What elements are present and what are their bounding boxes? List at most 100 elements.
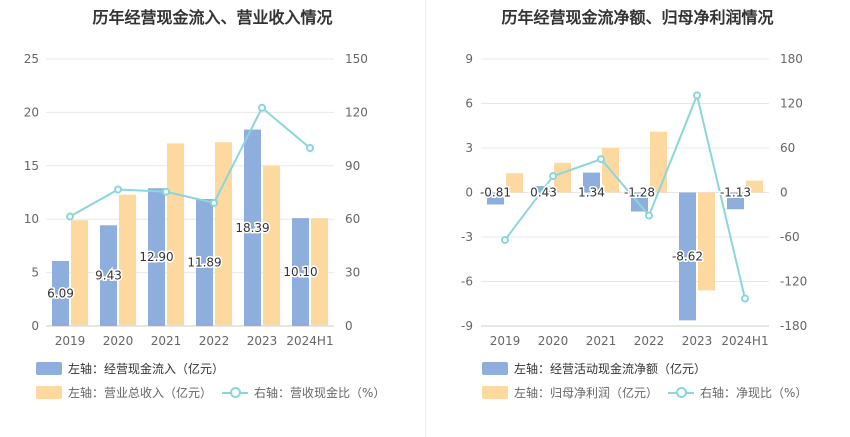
category-label: 2021: [586, 334, 617, 348]
ratio-point: [693, 91, 701, 100]
ratio-point: [549, 172, 557, 181]
left-axis-tick-label: 10: [24, 212, 39, 226]
ratio-point: [258, 103, 266, 112]
right-axis-tick-label: 0: [345, 319, 353, 333]
left-axis-tick-label: 20: [24, 105, 39, 119]
legend-label: 右轴：净现比（%）: [700, 386, 808, 400]
net-cash-profit-panel: 历年经营现金流净额、归母净利润情况 -9 -6 -3 0 3 6 9 -180 -120 -60 0…: [425, 0, 850, 437]
legend-item-net-cash-ratio[interactable]: 右轴：净现比（%）: [668, 384, 807, 401]
secondary-bar: [71, 220, 88, 326]
left-axis-tick-label: 25: [24, 52, 39, 66]
right-axis-tick-label: 120: [780, 97, 803, 111]
chart-title: 历年经营现金流净额、归母净利润情况: [501, 8, 774, 27]
secondary-bar: [215, 142, 232, 326]
right-axis-tick-label: 120: [345, 105, 368, 119]
secondary-bar: [746, 180, 763, 193]
ratio-point: [501, 235, 509, 244]
secondary-bar: [311, 218, 328, 326]
right-axis-tick-label: 30: [345, 266, 360, 280]
ratio-point: [210, 198, 218, 207]
bar-value-label: -1.13: [720, 186, 751, 200]
cash-inflow-revenue-panel: 历年经营现金流入、营业收入情况 0 5 10 15 20 25 0 30 60 90 120 150 2…: [24, 8, 386, 401]
primary-bar: [292, 218, 309, 326]
right-axis-tick-label: 180: [780, 52, 803, 66]
legend-item-cash-inflow[interactable]: 左轴：经营现金流入（亿元）: [36, 360, 224, 377]
legend-label: 左轴：经营活动现金流净额（亿元）: [514, 362, 707, 376]
legend-label: 左轴：经营现金流入（亿元）: [68, 362, 225, 376]
right-axis-tick-label: 60: [780, 141, 795, 155]
right-axis-tick-label: 0: [780, 186, 788, 200]
right-axis-tick-label: 60: [345, 212, 360, 226]
left-axis-tick-label: -3: [461, 230, 473, 244]
bar-value-label: 18.39: [235, 221, 269, 235]
primary-bar: [244, 129, 261, 326]
category-label: 2023: [247, 334, 278, 348]
primary-bar: [100, 225, 117, 326]
right-axis-tick-label: -60: [780, 230, 800, 244]
left-axis-tick-label: -6: [461, 275, 473, 289]
legend-item-net-profit[interactable]: 左轴：归母净利润（亿元）: [482, 384, 658, 401]
bar-swatch-icon: [482, 386, 508, 399]
legend-label: 左轴：归母净利润（亿元）: [514, 386, 659, 400]
ratio-point: [162, 187, 170, 196]
ratio-point: [645, 211, 653, 220]
left-axis-tick-label: -9: [461, 319, 473, 333]
category-label: 2024H1: [721, 334, 768, 348]
category-label: 2022: [634, 334, 665, 348]
ratio-point: [741, 294, 749, 303]
left-axis-tick-label: 0: [465, 186, 473, 200]
legend-label: 左轴：营业总收入（亿元）: [68, 386, 213, 400]
line-swatch-icon: [222, 386, 248, 399]
legend-item-cash-revenue-ratio[interactable]: 右轴：营收现金比（%）: [222, 384, 385, 401]
left-axis-tick-label: 6: [465, 97, 473, 111]
ratio-point: [306, 144, 314, 152]
bar-value-label: 11.89: [187, 256, 221, 270]
legend-label: 右轴：营收现金比（%）: [254, 386, 386, 400]
net-cash-profit-chart: -9 -6 -3 0 3 6 9 -180 -120 -60 0 60 120 180 2019 2020 20…: [461, 52, 807, 348]
category-label: 2024H1: [286, 334, 333, 348]
primary-bar: [631, 192, 648, 212]
secondary-bar: [263, 165, 280, 326]
right-axis-tick-label: -120: [780, 275, 807, 289]
category-label: 2021: [151, 334, 182, 348]
primary-bar: [148, 188, 165, 326]
ratio-point: [114, 185, 122, 194]
cash-inflow-revenue-chart: 0 5 10 15 20 25 0 30 60 90 120 150 2019 2020 2021 2022 2…: [24, 52, 368, 348]
bar-swatch-icon: [36, 362, 62, 375]
ratio-line: [504, 92, 746, 299]
primary-bar: [583, 172, 600, 193]
left-axis-tick-label: 3: [465, 141, 473, 155]
ratio-line: [69, 106, 311, 218]
bar-swatch-icon: [482, 362, 508, 375]
primary-bar: [52, 260, 69, 326]
bar-value-label: 12.90: [139, 250, 173, 264]
bar-value-label: -8.62: [672, 249, 703, 263]
right-axis-tick-label: 150: [345, 52, 368, 66]
bar-value-label: 0.43: [530, 186, 557, 200]
category-label: 2020: [103, 334, 134, 348]
category-label: 2020: [538, 334, 569, 348]
secondary-bar: [650, 131, 667, 193]
primary-bar: [196, 199, 213, 326]
left-axis-tick-label: 9: [465, 52, 473, 66]
secondary-bar: [167, 143, 184, 326]
category-label: 2019: [55, 334, 86, 348]
ratio-point: [597, 155, 605, 164]
ratio-point: [66, 212, 74, 221]
legend-item-net-cash-flow[interactable]: 左轴：经营活动现金流净额（亿元）: [482, 360, 706, 377]
bar-value-label: 9.43: [95, 269, 122, 283]
left-axis-tick-label: 0: [31, 319, 39, 333]
bar-value-label: -0.81: [480, 186, 511, 200]
chart-title: 历年经营现金流入、营业收入情况: [92, 8, 333, 27]
primary-bar: [727, 192, 744, 210]
right-axis-tick-label: -180: [780, 319, 807, 333]
legend-item-revenue[interactable]: 左轴：营业总收入（亿元）: [36, 384, 212, 401]
primary-bar: [487, 192, 504, 205]
bar-value-label: 1.34: [578, 186, 605, 200]
secondary-bar: [698, 192, 715, 291]
bar-value-label: 6.09: [47, 286, 74, 300]
category-label: 2022: [199, 334, 230, 348]
bar-swatch-icon: [36, 386, 62, 399]
secondary-bar: [119, 194, 136, 326]
category-label: 2019: [490, 334, 521, 348]
